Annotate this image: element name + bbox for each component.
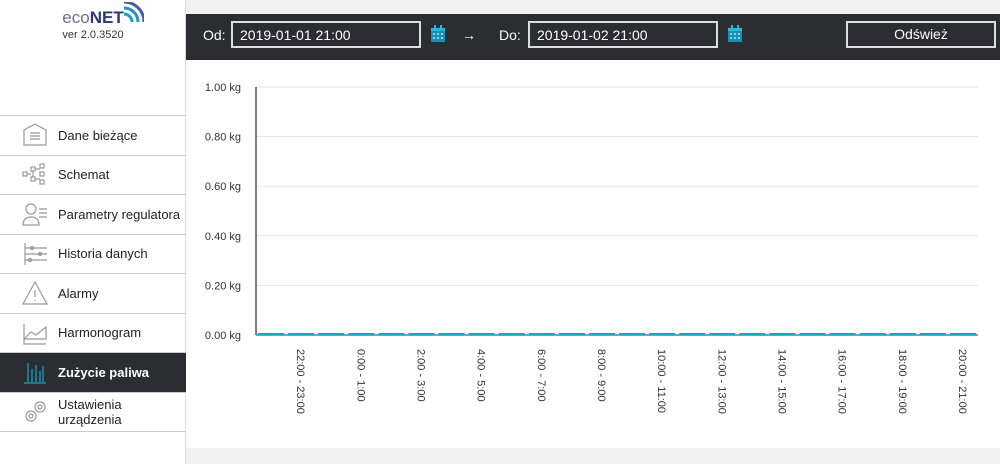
sidebar: ecoNET ver 2.0.3520 Dane bieżące Schemat P… xyxy=(0,0,186,464)
sidebar-item-5[interactable]: Harmonogram xyxy=(0,314,186,353)
from-date-input[interactable]: 2019-01-01 21:00 xyxy=(231,21,421,48)
bar[interactable] xyxy=(318,333,345,335)
bar[interactable] xyxy=(619,333,646,335)
bar[interactable] xyxy=(378,333,405,335)
bar[interactable] xyxy=(769,333,796,335)
fuel-usage-chart: 0.00 kg 0.20 kg 0.40 kg 0.60 kg 0.80 kg 1.00 … xyxy=(186,60,1000,448)
version: ver 2.0.3520 xyxy=(62,29,124,41)
to-date-input[interactable]: 2019-01-02 21:00 xyxy=(528,21,718,48)
sidebar-item-label: Harmonogram xyxy=(58,325,142,341)
x-tick-label: 20:00 - 21:00 xyxy=(956,349,968,414)
sidebar-item-6[interactable]: Zużycie paliwa xyxy=(0,353,186,393)
chart-svg: 0.00 kg 0.20 kg 0.40 kg 0.60 kg 0.80 kg 1.00 … xyxy=(205,82,978,414)
y-tick-label: 0.40 kg xyxy=(205,231,241,243)
bar[interactable] xyxy=(498,333,525,335)
bar[interactable] xyxy=(829,333,856,335)
bar[interactable] xyxy=(709,333,736,335)
x-tick-label: 18:00 - 19:00 xyxy=(896,349,908,414)
home-list-icon xyxy=(23,123,47,146)
date-range-toolbar: Od: 2019-01-01 21:00 → Do: 2019-01-02 21… xyxy=(186,14,1000,60)
x-tick-label: 22:00 - 23:00 xyxy=(294,349,306,414)
sidebar-item-label: Alarmy xyxy=(58,285,99,301)
bar[interactable] xyxy=(799,333,826,335)
logo: ecoNET ver 2.0.3520 xyxy=(0,2,186,41)
bar[interactable] xyxy=(679,333,706,335)
y-tick-label: 1.00 kg xyxy=(205,82,241,94)
bar[interactable] xyxy=(919,333,946,335)
bar[interactable] xyxy=(258,333,285,335)
history-icon xyxy=(24,242,47,265)
sidebar-item-label: Historia danych xyxy=(58,246,148,262)
bar[interactable] xyxy=(558,333,585,335)
sidebar-item-1[interactable]: Schemat xyxy=(0,156,186,195)
y-tick-label: 0.60 kg xyxy=(205,181,241,193)
wifi-icon xyxy=(123,2,144,23)
schema-icon xyxy=(22,163,45,185)
x-tick-label: 8:00 - 9:00 xyxy=(595,349,607,402)
bar[interactable] xyxy=(739,333,766,335)
bar[interactable] xyxy=(288,333,315,335)
x-tick-label: 16:00 - 17:00 xyxy=(836,349,848,414)
user-params-icon xyxy=(22,203,47,226)
y-tick-label: 0.80 kg xyxy=(205,132,241,144)
bar[interactable] xyxy=(889,333,916,335)
gears-icon xyxy=(25,401,46,422)
x-tick-label: 4:00 - 5:00 xyxy=(475,349,487,402)
logo-net: NET xyxy=(89,8,124,27)
y-tick-label: 0.20 kg xyxy=(205,280,241,292)
x-tick-label: 0:00 - 1:00 xyxy=(354,349,366,402)
x-tick-label: 6:00 - 7:00 xyxy=(535,349,547,402)
sidebar-item-label: Zużycie paliwa xyxy=(58,364,150,380)
bar[interactable] xyxy=(348,333,375,335)
sidebar-item-4[interactable]: Alarmy xyxy=(0,274,186,314)
refresh-button[interactable]: Odśwież xyxy=(846,21,996,48)
sidebar-item-0[interactable]: Dane bieżące xyxy=(0,116,186,156)
sidebar-item-7[interactable]: Ustawienia urządzenia xyxy=(0,393,186,432)
bar[interactable] xyxy=(528,333,555,335)
x-tick-label: 12:00 - 13:00 xyxy=(715,349,727,414)
x-tick-label: 10:00 - 11:00 xyxy=(655,349,667,413)
x-tick-label: 14:00 - 15:00 xyxy=(775,349,787,414)
from-label: Od: xyxy=(203,27,226,43)
sidebar-item-label: Parametry regulatora xyxy=(58,206,181,222)
to-label: Do: xyxy=(499,27,521,43)
calendar-icon[interactable] xyxy=(430,25,446,43)
sidebar-menu: Dane bieżące Schemat Parametry regulatora H… xyxy=(0,115,186,432)
bar[interactable] xyxy=(408,333,435,335)
bar[interactable] xyxy=(649,333,676,335)
calendar-icon[interactable] xyxy=(727,25,743,43)
sidebar-item-2[interactable]: Parametry regulatora xyxy=(0,195,186,235)
bar[interactable] xyxy=(468,333,495,335)
sidebar-item-label: Schemat xyxy=(58,167,110,183)
bar[interactable] xyxy=(859,333,886,335)
bar[interactable] xyxy=(588,333,615,335)
sidebar-item-label: Dane bieżące xyxy=(58,127,138,143)
warning-icon xyxy=(22,280,48,305)
schedule-chart-icon xyxy=(23,323,47,345)
arrow: → xyxy=(462,27,476,43)
x-tick-label: 2:00 - 3:00 xyxy=(414,349,426,402)
bar[interactable] xyxy=(438,333,465,335)
bar-chart-icon xyxy=(24,363,46,384)
sidebar-item-3[interactable]: Historia danych xyxy=(0,235,186,274)
bar[interactable] xyxy=(949,333,976,335)
y-tick-label: 0.00 kg xyxy=(205,330,241,342)
sidebar-item-label: Ustawienia urządzenia xyxy=(58,396,122,427)
logo-eco: eco xyxy=(62,8,90,27)
